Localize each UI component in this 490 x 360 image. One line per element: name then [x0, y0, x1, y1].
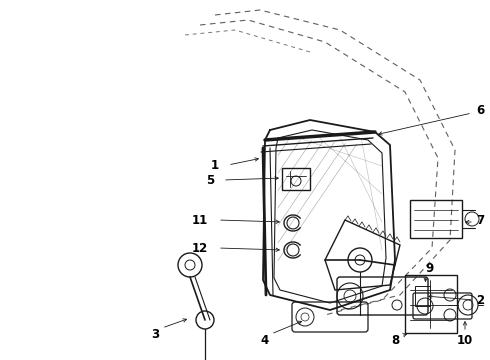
Text: 11: 11	[192, 213, 208, 226]
Text: 8: 8	[391, 333, 399, 346]
Text: 6: 6	[476, 104, 484, 117]
Text: 3: 3	[151, 328, 159, 342]
Bar	[415, 286, 430, 306]
Text: 5: 5	[206, 174, 214, 186]
Text: 12: 12	[192, 242, 208, 255]
Bar	[410, 200, 462, 238]
Bar	[282, 168, 310, 190]
Text: 9: 9	[426, 261, 434, 274]
Text: 10: 10	[457, 333, 473, 346]
Text: 4: 4	[261, 333, 269, 346]
Text: 1: 1	[211, 158, 219, 171]
Text: 7: 7	[476, 213, 484, 226]
Bar	[405, 275, 457, 333]
Text: 2: 2	[476, 293, 484, 306]
